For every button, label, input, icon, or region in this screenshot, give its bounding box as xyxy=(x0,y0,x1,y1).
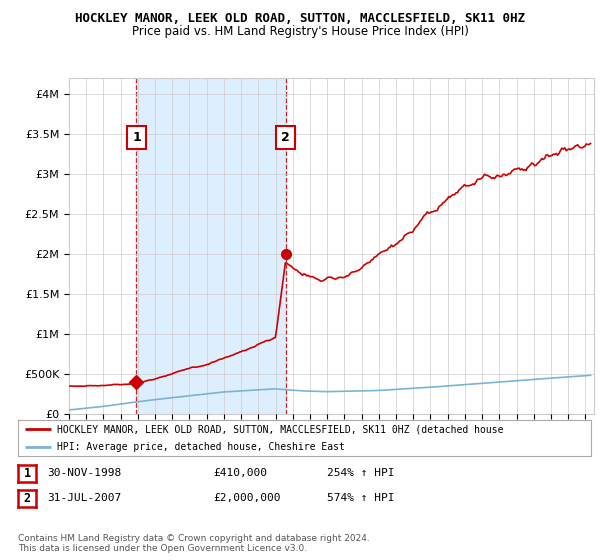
Bar xyxy=(136,78,286,414)
Text: 254% ↑ HPI: 254% ↑ HPI xyxy=(327,468,395,478)
Text: £2,000,000: £2,000,000 xyxy=(213,493,281,503)
Text: HPI: Average price, detached house, Cheshire East: HPI: Average price, detached house, Ches… xyxy=(57,442,345,452)
Text: 1: 1 xyxy=(132,130,141,144)
Text: HOCKLEY MANOR, LEEK OLD ROAD, SUTTON, MACCLESFIELD, SK11 0HZ (detached house: HOCKLEY MANOR, LEEK OLD ROAD, SUTTON, MA… xyxy=(57,424,503,434)
Text: Contains HM Land Registry data © Crown copyright and database right 2024.
This d: Contains HM Land Registry data © Crown c… xyxy=(18,534,370,553)
Text: 31-JUL-2007: 31-JUL-2007 xyxy=(47,493,121,503)
Text: 1: 1 xyxy=(23,466,31,480)
Text: 30-NOV-1998: 30-NOV-1998 xyxy=(47,468,121,478)
Text: 2: 2 xyxy=(281,130,290,144)
Text: HOCKLEY MANOR, LEEK OLD ROAD, SUTTON, MACCLESFIELD, SK11 0HZ: HOCKLEY MANOR, LEEK OLD ROAD, SUTTON, MA… xyxy=(75,12,525,25)
Text: £410,000: £410,000 xyxy=(213,468,267,478)
Text: Price paid vs. HM Land Registry's House Price Index (HPI): Price paid vs. HM Land Registry's House … xyxy=(131,25,469,38)
Text: 2: 2 xyxy=(23,492,31,505)
Text: 574% ↑ HPI: 574% ↑ HPI xyxy=(327,493,395,503)
